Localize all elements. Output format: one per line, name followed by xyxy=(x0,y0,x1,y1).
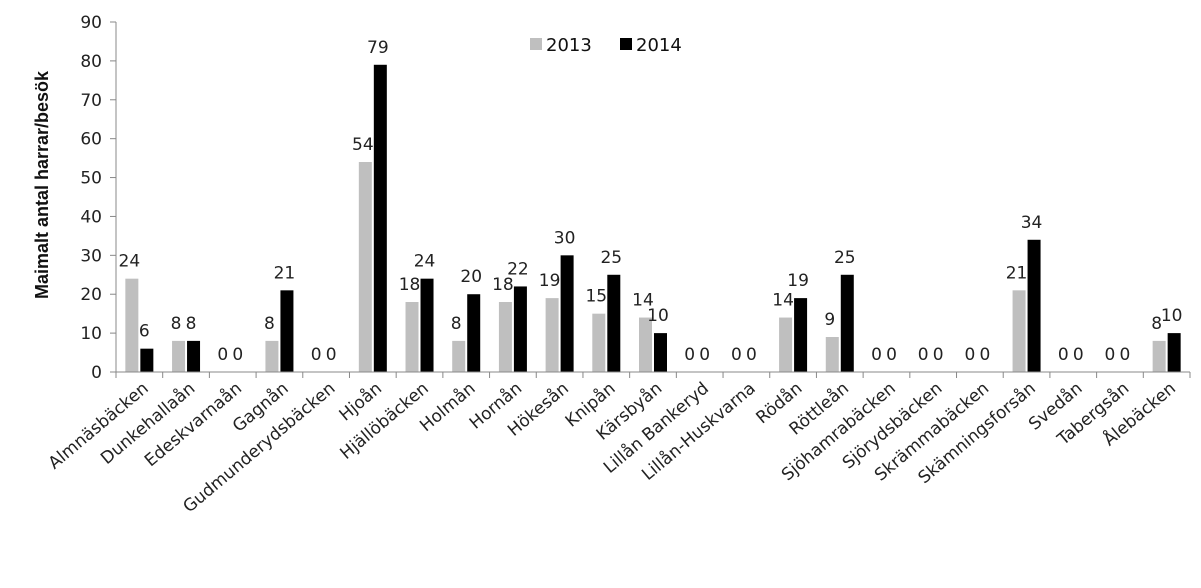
bar-2013 xyxy=(172,340,186,372)
data-label-2014: 0 xyxy=(1120,345,1131,365)
data-label-2013: 0 xyxy=(918,345,929,365)
y-tick-label: 30 xyxy=(80,246,102,266)
y-tick-label: 40 xyxy=(80,207,102,227)
legend-swatch-2013 xyxy=(530,38,542,50)
data-label-2013: 18 xyxy=(399,275,421,295)
data-label-2014: 21 xyxy=(274,263,296,283)
data-label-2014: 10 xyxy=(647,306,669,326)
y-tick-label: 60 xyxy=(80,130,102,150)
data-label-2013: 19 xyxy=(539,271,561,291)
bar-2013 xyxy=(125,278,139,372)
data-label-2014: 24 xyxy=(414,252,436,272)
data-label-2013: 8 xyxy=(1151,314,1162,334)
data-label-2014: 20 xyxy=(460,267,482,287)
bar-2014 xyxy=(513,286,527,372)
data-label-2013: 0 xyxy=(1105,345,1116,365)
data-label-2014: 0 xyxy=(326,345,337,365)
bar-2014 xyxy=(840,274,854,372)
data-label-2013: 0 xyxy=(217,345,228,365)
bar-2013 xyxy=(592,313,606,372)
bar-2013 xyxy=(498,302,512,372)
data-label-2013: 8 xyxy=(171,314,182,334)
legend-label-2014: 2014 xyxy=(636,35,682,56)
data-label-2013: 8 xyxy=(264,314,275,334)
data-label-2014: 19 xyxy=(787,271,809,291)
y-tick-label: 20 xyxy=(80,285,102,305)
y-tick-label: 90 xyxy=(80,13,102,33)
data-label-2014: 22 xyxy=(507,259,529,279)
data-label-2014: 79 xyxy=(367,38,389,58)
data-label-2013: 0 xyxy=(311,345,322,365)
data-label-2014: 25 xyxy=(834,248,856,268)
data-label-2014: 30 xyxy=(554,228,576,248)
data-label-2013: 21 xyxy=(1006,263,1028,283)
bar-2014 xyxy=(654,333,667,372)
data-label-2014: 0 xyxy=(933,345,944,365)
bar-2014 xyxy=(140,348,154,372)
data-label-2014: 25 xyxy=(600,248,622,268)
bar-2013 xyxy=(1152,340,1166,372)
legend-label-2013: 2013 xyxy=(546,35,592,56)
data-label-2014: 34 xyxy=(1021,213,1043,233)
bar-2013 xyxy=(452,340,466,372)
data-label-2013: 54 xyxy=(352,135,374,155)
data-label-2014: 0 xyxy=(886,345,897,365)
bar-2014 xyxy=(467,294,481,372)
bar-2014 xyxy=(373,64,387,373)
y-tick-label: 80 xyxy=(80,52,102,72)
data-label-2014: 0 xyxy=(979,345,990,365)
data-label-2014: 0 xyxy=(1073,345,1084,365)
data-label-2014: 10 xyxy=(1161,306,1183,326)
bar-2014 xyxy=(280,290,294,372)
bar-2014 xyxy=(560,255,574,372)
bar-2013 xyxy=(779,317,793,372)
y-tick-label: 70 xyxy=(80,91,102,111)
y-tick-label: 0 xyxy=(91,363,102,383)
y-tick-label: 10 xyxy=(80,324,102,344)
bar-2013 xyxy=(639,317,652,372)
data-label-2013: 0 xyxy=(871,345,882,365)
data-label-2014: 0 xyxy=(699,345,710,365)
legend-swatch-2014 xyxy=(620,38,632,50)
bar-2014 xyxy=(607,274,621,372)
y-tick-label: 50 xyxy=(80,169,102,189)
bar-2014 xyxy=(1027,239,1041,372)
data-label-2014: 0 xyxy=(746,345,757,365)
bar-2013 xyxy=(545,298,559,372)
data-label-2013: 0 xyxy=(684,345,695,365)
bar-2014 xyxy=(794,298,808,372)
data-label-2013: 9 xyxy=(824,310,835,330)
data-label-2013: 0 xyxy=(1058,345,1069,365)
data-label-2013: 0 xyxy=(964,345,975,365)
data-label-2013: 0 xyxy=(731,345,742,365)
data-label-2013: 14 xyxy=(772,291,794,311)
bar-2014 xyxy=(187,340,201,372)
bar-2013 xyxy=(1012,290,1026,372)
data-label-2014: 0 xyxy=(232,345,243,365)
y-axis-title: Maimalt antal harrar/besök xyxy=(32,70,52,299)
data-label-2014: 8 xyxy=(186,314,197,334)
data-label-2013: 15 xyxy=(585,287,607,307)
data-label-2013: 24 xyxy=(119,252,141,272)
data-label-2013: 18 xyxy=(492,275,514,295)
bar-2013 xyxy=(825,337,839,372)
bar-2013 xyxy=(265,340,279,372)
bar-2014 xyxy=(420,278,434,372)
bar-2013 xyxy=(405,302,419,372)
data-label-2013: 14 xyxy=(632,291,654,311)
data-label-2013: 8 xyxy=(451,314,462,334)
bar-2014 xyxy=(1167,333,1181,372)
bar-2013 xyxy=(358,162,372,372)
data-label-2014: 6 xyxy=(139,322,150,342)
